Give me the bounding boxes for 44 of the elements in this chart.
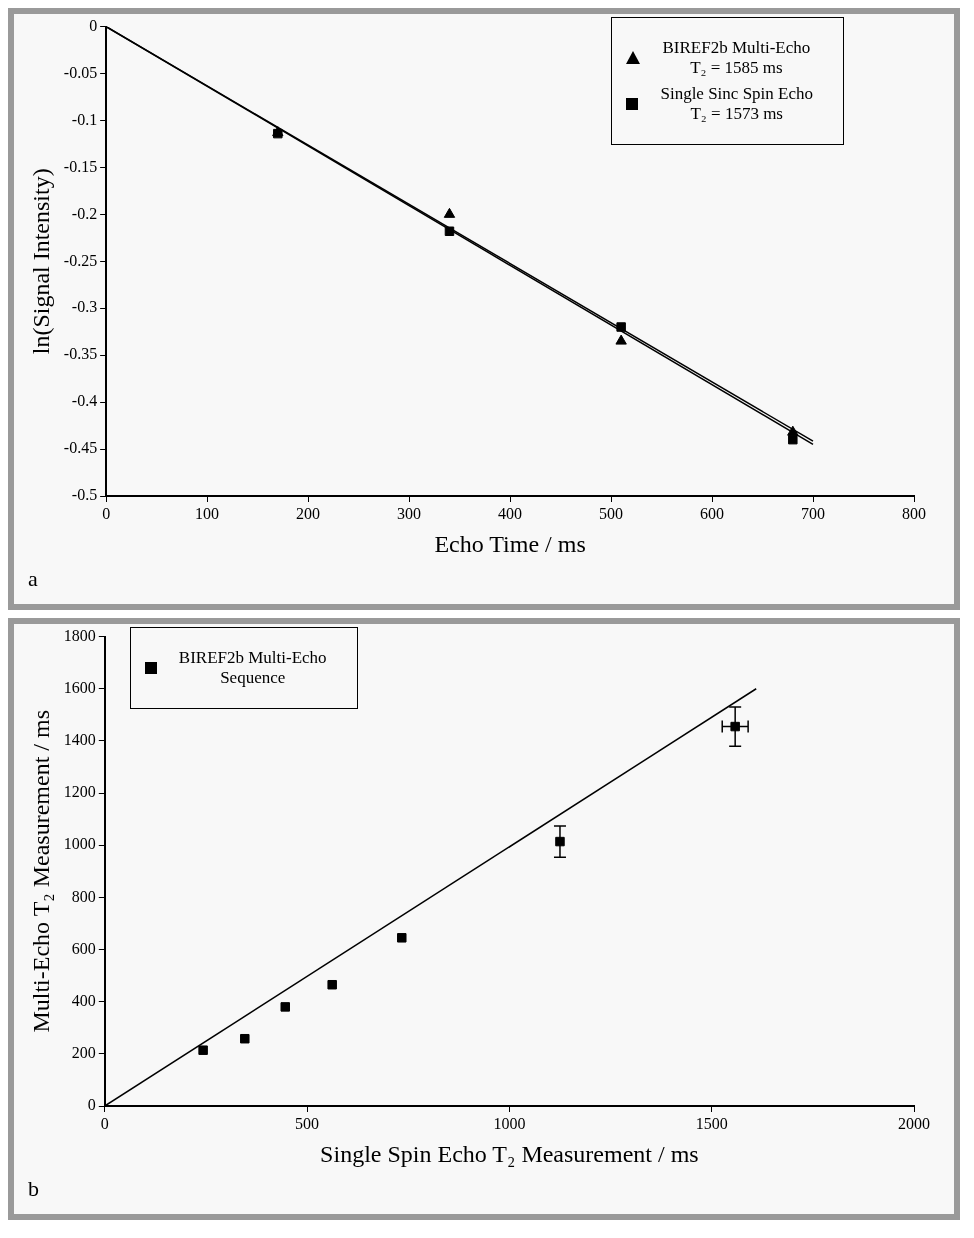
x-axis-title: Single Spin Echo T₂ Measurement / ms: [320, 1140, 699, 1167]
y-tick-label: 600: [71, 939, 96, 957]
y-tick-label: 1800: [63, 626, 96, 644]
x-tick-label: 200: [296, 504, 321, 522]
x-tick-label: 800: [902, 504, 926, 522]
x-tick-label: 1500: [695, 1114, 728, 1132]
y-axis-title: ln(Signal Intensity): [27, 168, 54, 355]
legend-label: BIREF2b Multi-Echo Sequence: [178, 647, 327, 688]
y-tick-label: -0.4: [71, 392, 98, 410]
text: a: [28, 566, 38, 592]
y-tick-label: 0: [87, 1096, 96, 1114]
x-tick-label: 100: [195, 504, 220, 522]
legend-label: BIREF2b Multi-Echo T₂ = 1585 ms: [662, 37, 811, 78]
y-tick-label: 800: [71, 887, 96, 905]
x-tick-label: 500: [295, 1114, 320, 1132]
y-axis-title: Multi-Echo T₂ Measurement / ms: [27, 710, 54, 1033]
y-tick-label: -0.3: [71, 298, 98, 316]
y-tick-label: 1000: [63, 835, 96, 853]
y-tick-label: -0.35: [63, 345, 98, 363]
y-tick-label: 1600: [63, 678, 96, 696]
text: b: [28, 1176, 39, 1202]
y-tick-label: -0.5: [71, 486, 98, 504]
x-tick-label: 500: [599, 504, 624, 522]
x-tick-label: 400: [498, 504, 523, 522]
y-tick-label: 200: [71, 1044, 96, 1062]
x-tick-label: 700: [801, 504, 826, 522]
y-tick-label: 1400: [63, 731, 96, 749]
x-tick-label: 0: [100, 1114, 109, 1132]
y-tick-label: 1200: [63, 783, 96, 801]
y-tick-label: 0: [89, 16, 98, 34]
y-tick-label: -0.25: [63, 251, 98, 269]
x-tick-label: 2000: [898, 1114, 930, 1132]
y-tick-label: -0.45: [63, 439, 98, 457]
y-tick-label: -0.1: [71, 110, 98, 128]
y-tick-label: -0.2: [71, 204, 98, 222]
y-tick-label: 400: [71, 991, 96, 1009]
y-tick-label: -0.15: [63, 157, 98, 175]
x-tick-label: 1000: [493, 1114, 526, 1132]
x-tick-label: 300: [397, 504, 422, 522]
legend-label: Single Sinc Spin Echo T₂ = 1573 ms: [660, 83, 813, 124]
x-axis-title: Echo Time / ms: [434, 530, 586, 557]
x-tick-label: 600: [700, 504, 725, 522]
x-tick-label: 0: [102, 504, 111, 522]
y-tick-label: -0.05: [63, 63, 98, 81]
